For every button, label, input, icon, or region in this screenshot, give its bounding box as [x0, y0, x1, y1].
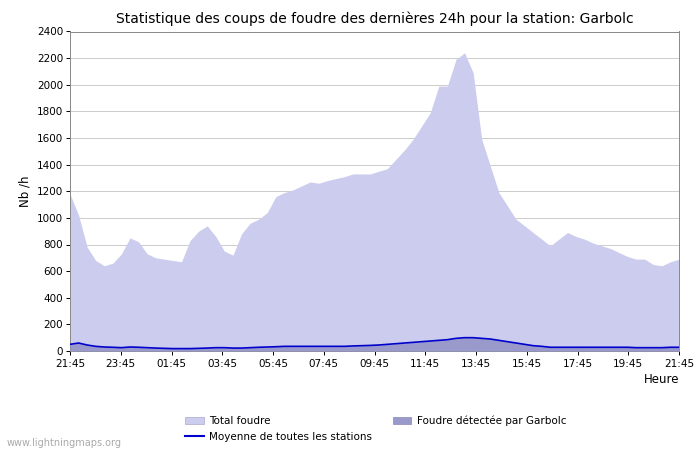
Title: Statistique des coups de foudre des dernières 24h pour la station: Garbolc: Statistique des coups de foudre des dern…: [116, 12, 634, 26]
Text: Heure: Heure: [643, 374, 679, 387]
Legend: Total foudre, Moyenne de toutes les stations, Foudre détectée par Garbolc: Total foudre, Moyenne de toutes les stat…: [185, 416, 566, 441]
Text: www.lightningmaps.org: www.lightningmaps.org: [7, 438, 122, 448]
Y-axis label: Nb /h: Nb /h: [18, 176, 32, 207]
